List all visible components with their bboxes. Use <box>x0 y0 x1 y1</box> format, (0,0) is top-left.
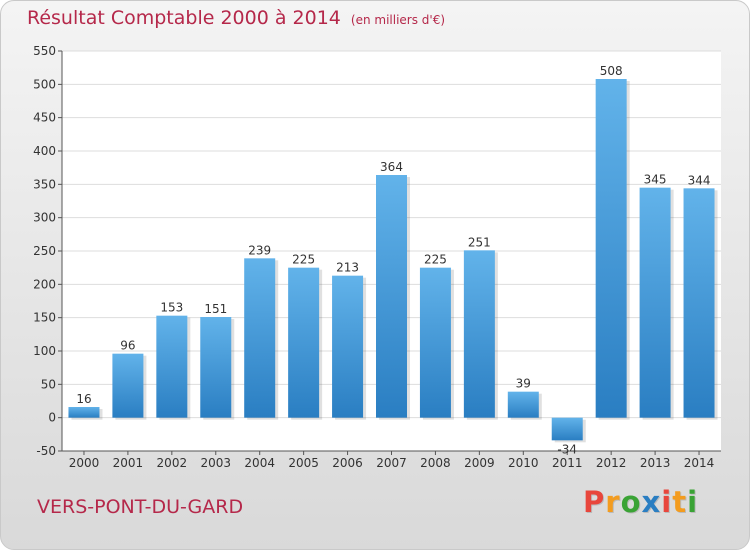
data-label-2013: 345 <box>644 173 667 187</box>
bar-2005 <box>288 267 320 418</box>
data-label-2004: 239 <box>248 243 271 257</box>
x-tick-label-2007: 2007 <box>376 456 407 470</box>
x-tick-label-2013: 2013 <box>640 456 671 470</box>
bar-2010 <box>507 391 539 418</box>
x-tick-label-2011: 2011 <box>552 456 583 470</box>
bar-2009 <box>463 250 495 418</box>
y-tick-label: 50 <box>41 377 56 391</box>
y-tick-label: 100 <box>33 344 56 358</box>
x-tick-label-2005: 2005 <box>288 456 319 470</box>
logo-letter: r <box>605 485 621 519</box>
bar-2002 <box>156 315 188 418</box>
bar-2006 <box>332 275 364 418</box>
x-tick-label-2001: 2001 <box>113 456 144 470</box>
unit-note: (en milliers d'€) <box>350 13 446 27</box>
x-tick-label-2004: 2004 <box>244 456 275 470</box>
title-text: Résultat Comptable 2000 à 2014 <box>27 7 341 29</box>
data-label-2012: 508 <box>600 64 623 78</box>
x-tick-label-2002: 2002 <box>157 456 188 470</box>
y-tick-label: 0 <box>48 411 56 425</box>
bar-2012 <box>595 79 627 418</box>
y-tick-label: 200 <box>33 277 56 291</box>
bar-2004 <box>244 258 276 418</box>
y-tick-label: -50 <box>36 444 56 458</box>
data-label-2010: 39 <box>516 377 531 391</box>
logo-letter: i <box>661 485 673 519</box>
logo-letter: o <box>620 485 642 519</box>
bar-2000 <box>68 407 100 418</box>
y-tick-label: 450 <box>33 111 56 125</box>
bar-2003 <box>200 317 232 418</box>
bar-2007 <box>376 175 407 418</box>
bar-2014 <box>683 188 715 418</box>
data-label-2001: 96 <box>120 339 135 353</box>
y-tick-label: 350 <box>33 177 56 191</box>
y-tick-label: 400 <box>33 144 56 158</box>
data-label-2008: 225 <box>424 253 447 267</box>
y-tick-label: 300 <box>33 211 56 225</box>
data-label-2000: 16 <box>76 392 91 406</box>
logo-letter: P <box>583 485 606 519</box>
x-tick-label-2008: 2008 <box>420 456 451 470</box>
x-tick-label-2003: 2003 <box>200 456 231 470</box>
data-label-2011: -34 <box>557 442 577 456</box>
bar-2011 <box>551 417 583 441</box>
place-name: VERS-PONT-DU-GARD <box>37 496 244 518</box>
data-label-2014: 344 <box>688 173 711 187</box>
y-tick-label: 150 <box>33 311 56 325</box>
x-tick-label-2012: 2012 <box>596 456 627 470</box>
axes: -50 0 50 100 150 200 250 300 350 400 450 500 550 2000… <box>33 44 721 470</box>
data-labels: 16 96 153 151 239 225 213 364 225 251 39 -34 508 345 3… <box>76 64 710 456</box>
bars <box>68 79 718 443</box>
x-tick-label-2000: 2000 <box>69 456 100 470</box>
x-tick-label-2009: 2009 <box>464 456 495 470</box>
x-tick-label-2010: 2010 <box>508 456 539 470</box>
logo-letter: i <box>687 485 699 519</box>
bar-2001 <box>112 353 144 418</box>
y-tick-label: 250 <box>33 244 56 258</box>
y-tick-label: 550 <box>33 44 56 58</box>
chart-title: Résultat Comptable 2000 à 2014 (en millie… <box>27 7 445 29</box>
data-label-2009: 251 <box>468 235 491 249</box>
data-label-2005: 225 <box>292 253 315 267</box>
data-label-2003: 151 <box>204 302 227 316</box>
proxiti-logo: Proxiti <box>583 485 698 519</box>
x-tick-label-2014: 2014 <box>684 456 715 470</box>
bar-2008 <box>419 267 451 418</box>
logo-letter: t <box>672 485 688 519</box>
logo-letter: x <box>641 485 662 519</box>
data-label-2007: 364 <box>380 160 403 174</box>
data-label-2002: 153 <box>160 301 183 315</box>
bar-2013 <box>639 187 671 418</box>
data-label-2006: 213 <box>336 261 359 275</box>
x-tick-label-2006: 2006 <box>332 456 363 470</box>
y-tick-label: 500 <box>33 77 56 91</box>
